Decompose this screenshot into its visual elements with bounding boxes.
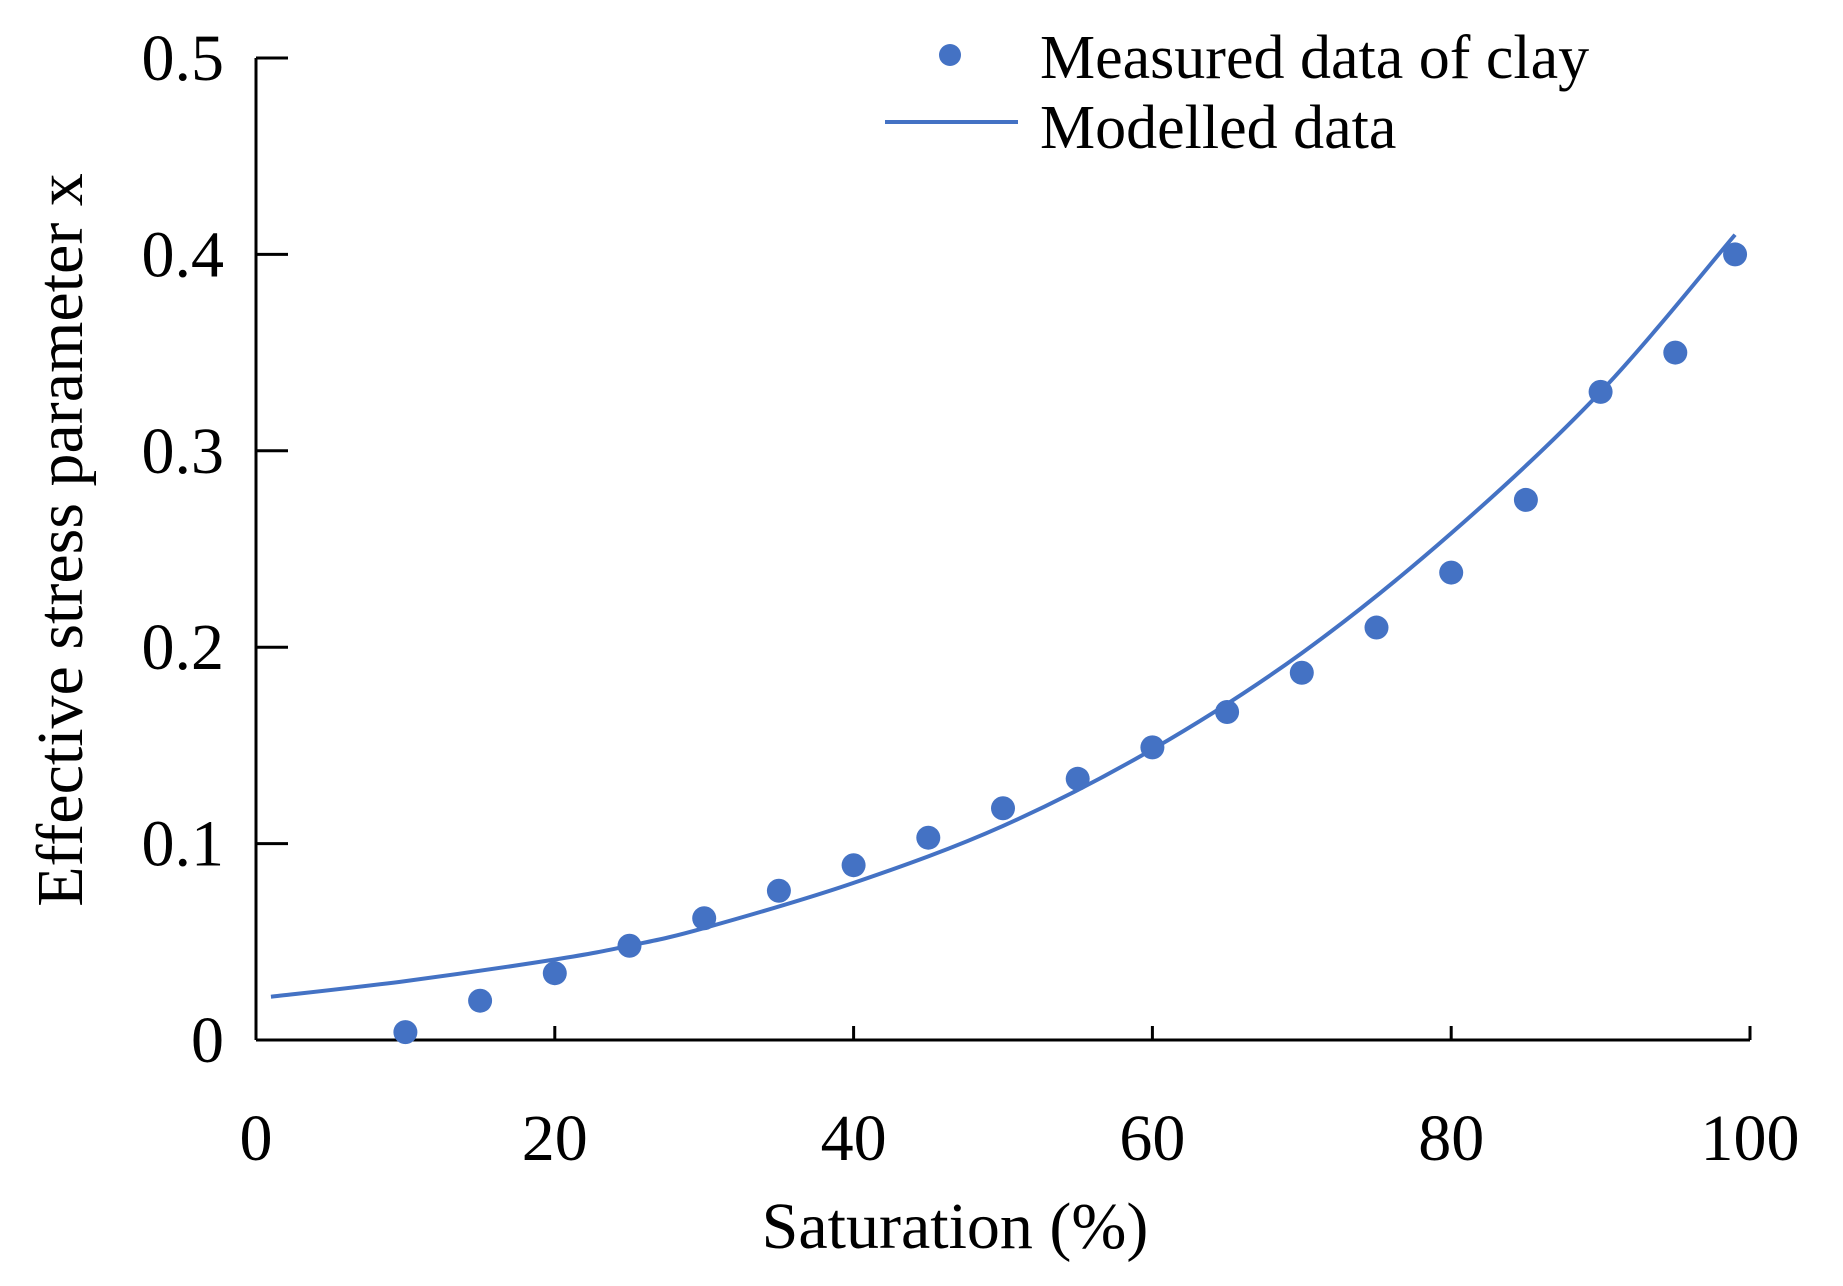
modelled-data-line <box>270 233 1737 999</box>
x-tick-label: 40 <box>821 1102 887 1175</box>
measured-data-point <box>617 933 642 958</box>
x-tick-label: 100 <box>1701 1102 1800 1175</box>
measured-data-point <box>766 878 791 903</box>
measured-data-point <box>1513 487 1538 512</box>
measured-data-point <box>1215 700 1240 725</box>
modelled-data-series <box>270 233 1737 999</box>
x-tick-label: 60 <box>1119 1102 1185 1175</box>
measured-data-point <box>1723 242 1748 267</box>
measured-data-point <box>1439 560 1464 585</box>
legend-label-measured: Measured data of clay <box>1040 24 1589 92</box>
y-tick-label: 0 <box>191 1004 224 1077</box>
measured-data-point <box>468 988 493 1013</box>
measured-data-point <box>841 853 866 878</box>
measured-data-point <box>1289 660 1314 685</box>
legend: Measured data of clay Modelled data <box>885 24 1589 162</box>
x-tick-label: 20 <box>522 1102 588 1175</box>
y-tick-label: 0.2 <box>142 611 225 684</box>
measured-data-series <box>393 242 1748 1045</box>
measured-data-point <box>1140 735 1165 760</box>
y-tick-label: 0.5 <box>142 22 225 95</box>
measured-data-point <box>991 796 1015 821</box>
y-tick-label: 0.1 <box>142 808 225 881</box>
x-axis-ticks: 0 20 40 60 80 100 <box>240 1026 1800 1175</box>
measured-data-point <box>1065 766 1090 791</box>
measured-data-point <box>1663 340 1688 365</box>
x-tick-label: 80 <box>1418 1102 1484 1175</box>
measured-data-point <box>916 825 941 850</box>
y-axis-title: Effective stress parameter x <box>24 173 97 907</box>
y-axis-ticks: 0 0.1 0.2 0.3 0.4 0.5 <box>142 22 288 1077</box>
x-tick-label: 0 <box>240 1102 273 1175</box>
x-axis-title: Saturation (%) <box>762 1190 1149 1263</box>
axes <box>254 58 1750 1042</box>
measured-data-point <box>1588 379 1613 404</box>
y-tick-label: 0.4 <box>142 218 225 291</box>
y-tick-label: 0.3 <box>142 415 225 488</box>
legend-label-modelled: Modelled data <box>1040 94 1396 162</box>
legend-marker-measured <box>939 44 961 66</box>
measured-data-point <box>692 906 717 931</box>
measured-data-point <box>1364 615 1389 640</box>
measured-data-point <box>542 961 567 986</box>
measured-data-point <box>393 1020 418 1045</box>
